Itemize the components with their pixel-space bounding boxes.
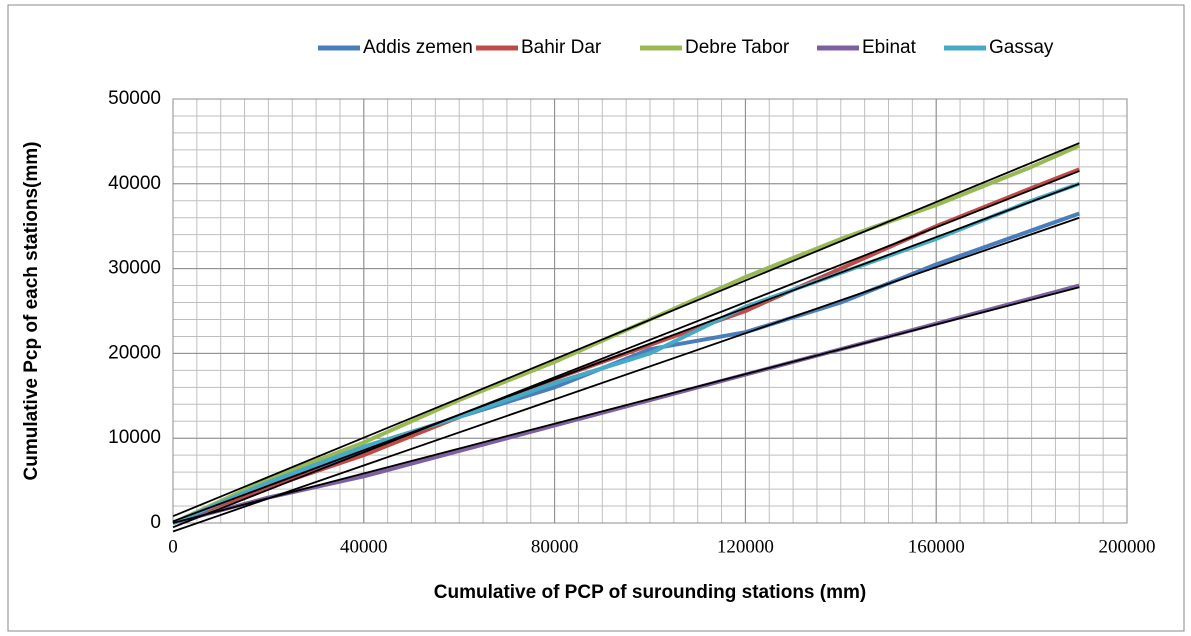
legend-label: Gassay xyxy=(989,37,1054,58)
series-line xyxy=(172,167,1081,525)
x-tick-label: 80000 xyxy=(531,536,579,557)
trend-line xyxy=(172,142,1080,518)
x-tick-label: 120000 xyxy=(717,536,774,557)
trend-line xyxy=(172,170,1080,529)
x-axis-title: Cumulative of PCP of surounding stations… xyxy=(434,582,866,603)
series-line xyxy=(172,283,1080,525)
x-tick-label: 0 xyxy=(168,536,178,557)
chart-border xyxy=(7,4,1185,632)
plot-border xyxy=(172,98,1128,524)
y-tick-label: 30000 xyxy=(108,258,161,279)
y-tick-label: 10000 xyxy=(108,427,161,448)
trend-line xyxy=(172,182,1080,523)
legend-label: Addis zemen xyxy=(363,37,473,58)
trend-line xyxy=(172,216,1080,533)
legend-label: Bahir Dar xyxy=(521,37,602,58)
x-tick-label: 40000 xyxy=(340,536,388,557)
y-tick-label: 0 xyxy=(150,512,161,533)
legend-label: Ebinat xyxy=(862,37,917,58)
trend-line xyxy=(172,286,1080,524)
x-tick-label: 200000 xyxy=(1099,536,1156,557)
x-tick-label: 160000 xyxy=(908,536,965,557)
y-tick-label: 50000 xyxy=(108,88,161,109)
y-axis-title: Cumulative Pcp of each stations(mm) xyxy=(21,142,42,481)
y-tick-label: 40000 xyxy=(108,173,161,194)
legend-label: Debre Tabor xyxy=(685,37,790,58)
y-tick-label: 20000 xyxy=(108,342,161,363)
